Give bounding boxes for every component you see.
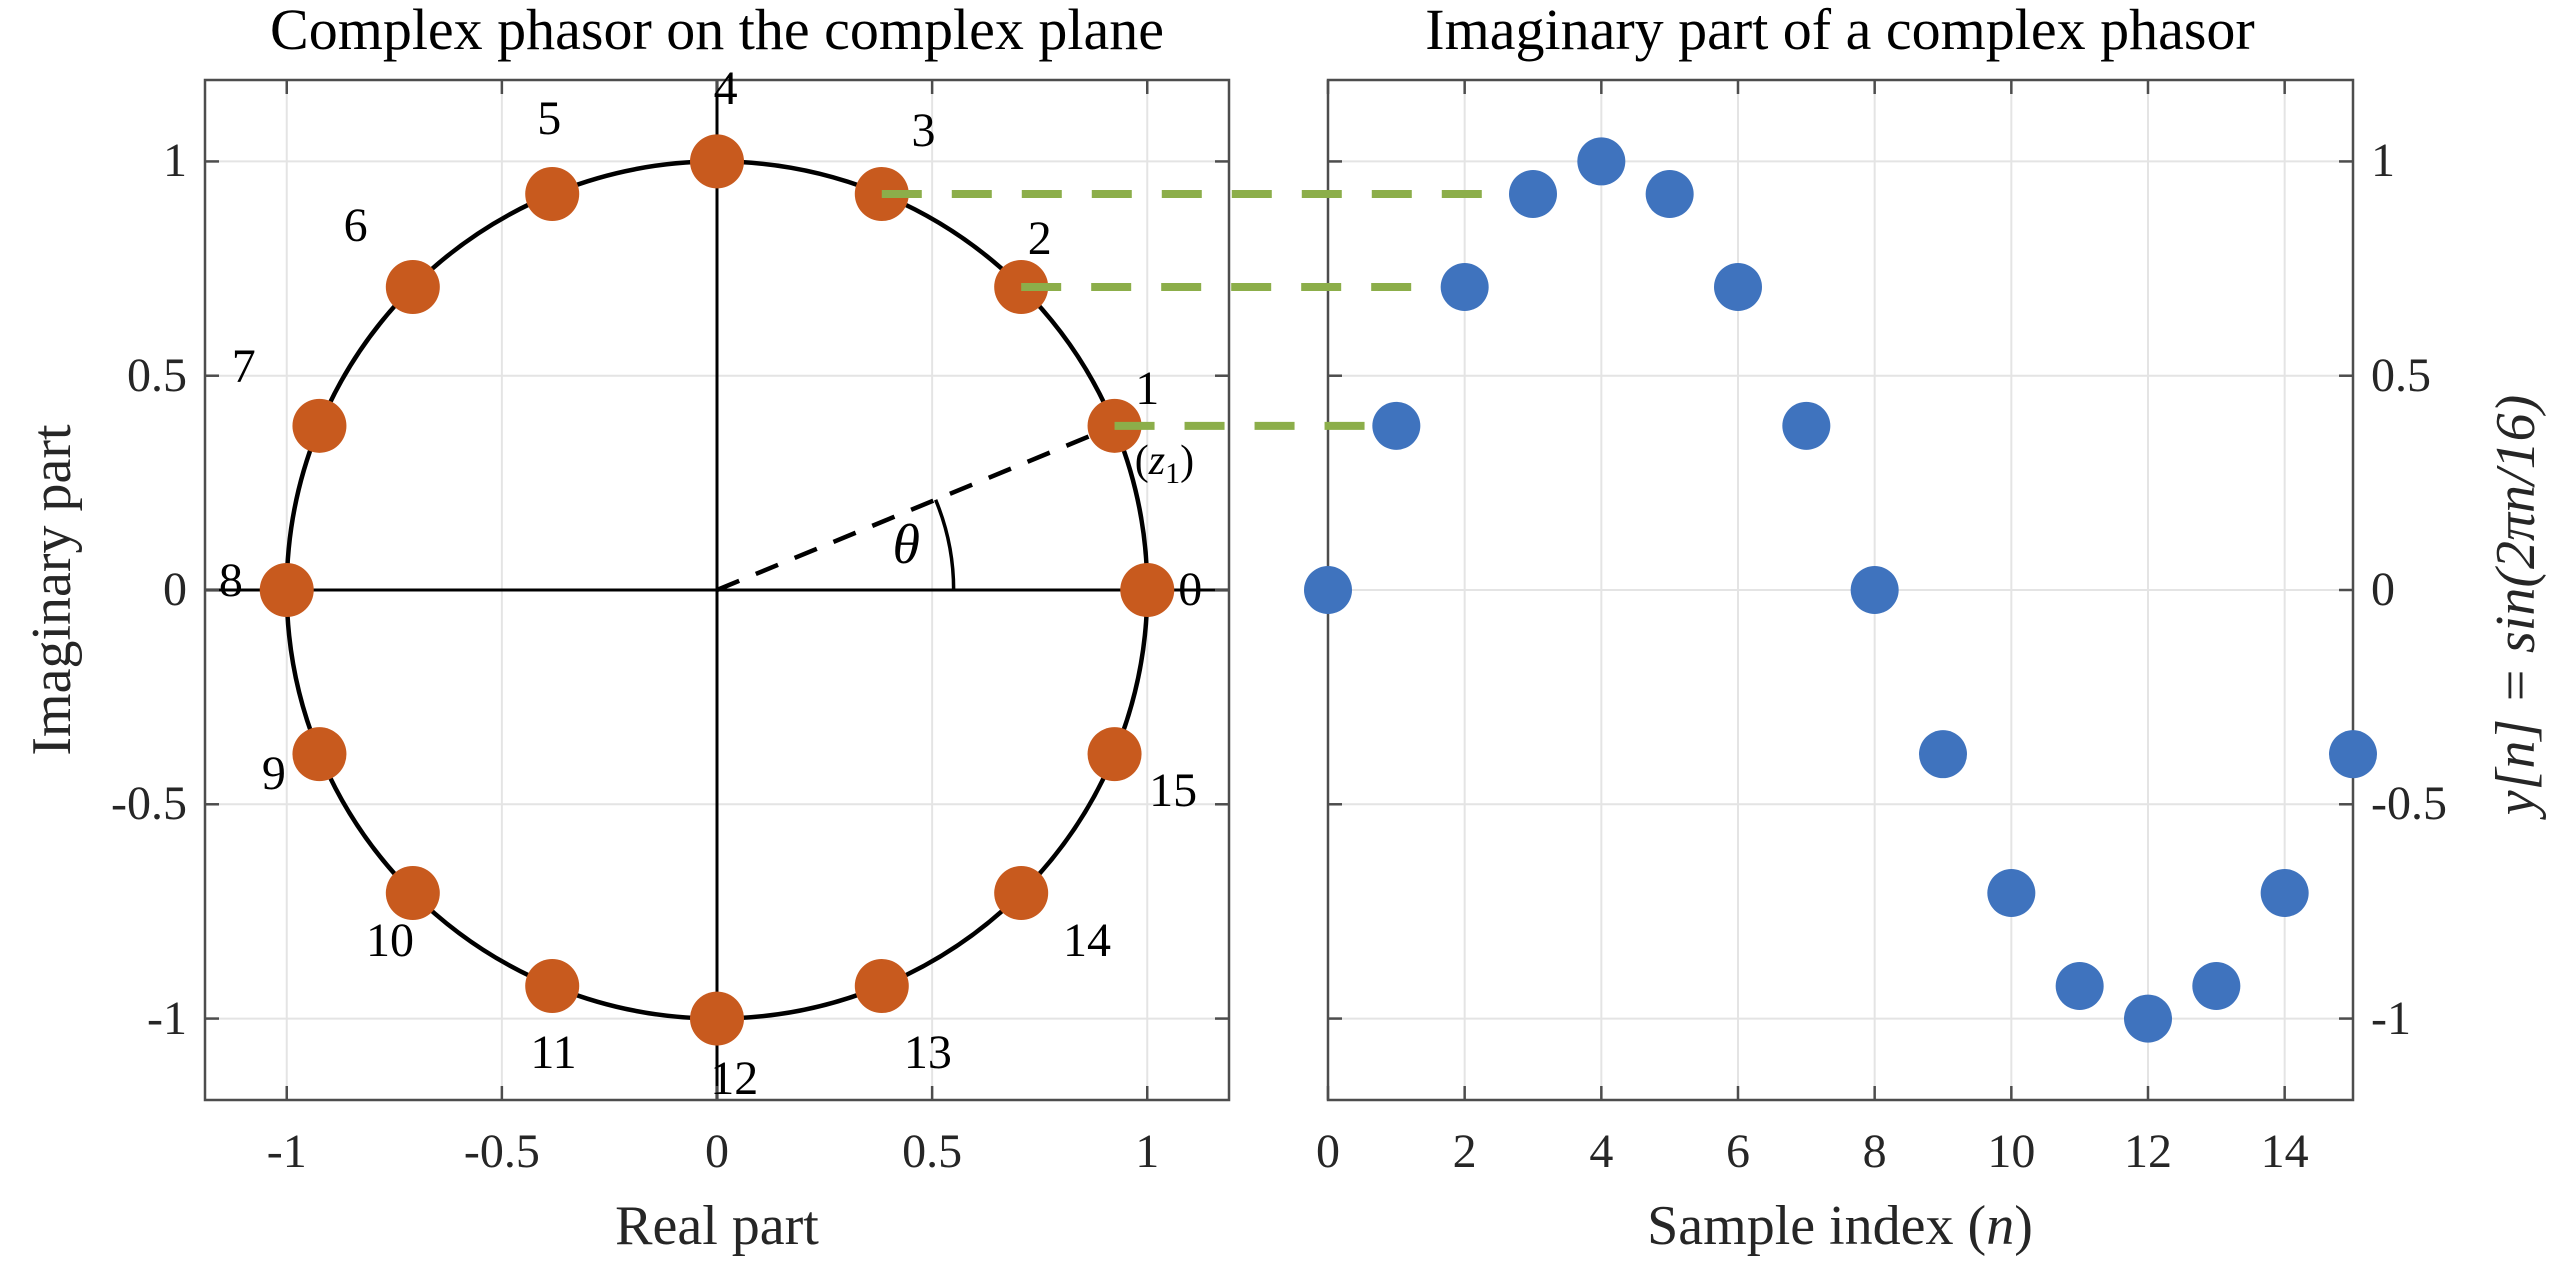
sample-point-5 — [1645, 170, 1694, 218]
left-x-tick-label-0: 0 — [705, 1125, 729, 1178]
left-y-tick-label-1: 1 — [163, 134, 187, 188]
phasor-point-8 — [259, 563, 314, 617]
phasor-point-label-8: 8 — [218, 554, 243, 608]
right-plot-title: Imaginary part of a complex phasor — [1425, 0, 2255, 62]
sample-point-11 — [2055, 962, 2104, 1010]
z1-subscript: 1 — [1165, 457, 1181, 491]
phasor-point-label-5: 5 — [537, 91, 562, 145]
phasor-point-label-11: 11 — [530, 1025, 577, 1079]
phasor-point-11 — [525, 959, 580, 1013]
phasor-point-10 — [385, 866, 440, 920]
left-x-tick-label-1: 1 — [1135, 1125, 1160, 1178]
phasor-point-label-15: 15 — [1149, 764, 1198, 818]
phasor-point-label-6: 6 — [343, 198, 368, 252]
phasor-point-label-7: 7 — [231, 340, 256, 394]
sample-point-14 — [2260, 869, 2309, 917]
z1-variable: z — [1148, 438, 1166, 485]
right-x-tick-label-4: 4 — [1589, 1125, 1614, 1178]
phasor-point-label-4: 4 — [713, 61, 738, 115]
right-xaxis-label-prefix: Sample index ( — [1647, 1195, 1987, 1257]
radius-dashed-line — [716, 423, 1116, 593]
right-x-tick-label-12: 12 — [2124, 1125, 2172, 1178]
left-x-tick-label--1: -1 — [266, 1125, 307, 1178]
right-yaxis-label: y[n] = sin(2πn/16) — [2485, 394, 2547, 816]
sample-point-13 — [2192, 962, 2241, 1010]
sample-point-2 — [1440, 263, 1489, 311]
left-y-tick-label-0.5: 0.5 — [127, 348, 187, 402]
phasor-point-5 — [525, 167, 580, 221]
right-y-tick-label--0.5: -0.5 — [2371, 777, 2447, 831]
phasor-point-14 — [994, 866, 1049, 920]
right-y-tick-label-0.5: 0.5 — [2371, 348, 2431, 402]
phasor-point-7 — [292, 398, 347, 453]
phasor-point-12 — [690, 991, 744, 1046]
phasor-point-4 — [690, 134, 744, 189]
right-x-tick-label-6: 6 — [1726, 1125, 1750, 1178]
sample-point-12 — [2124, 994, 2172, 1043]
sample-point-8 — [1850, 566, 1899, 614]
left-xaxis-label: Real part — [615, 1195, 819, 1257]
sample-point-1 — [1372, 401, 1421, 450]
angle-arc — [934, 499, 956, 591]
left-y-tick-label-0: 0 — [163, 563, 187, 616]
phasor-point-label-10: 10 — [366, 914, 414, 968]
right-xaxis-label-suffix: ) — [2014, 1195, 2033, 1257]
phasor-point-15 — [1087, 727, 1142, 782]
left-x-tick-label--0.5: -0.5 — [463, 1125, 540, 1178]
sample-point-3 — [1509, 170, 1557, 218]
sample-point-4 — [1577, 137, 1626, 186]
phasor-point-13 — [854, 959, 909, 1013]
sample-point-10 — [1987, 869, 2036, 917]
sample-point-7 — [1782, 401, 1831, 450]
right-y-tick-label--1: -1 — [2371, 991, 2411, 1045]
sample-point-15 — [2329, 730, 2377, 779]
right-y-tick-label-0: 0 — [2371, 563, 2395, 616]
sample-point-0 — [1304, 566, 1352, 614]
left-y-tick-label--1: -1 — [147, 991, 187, 1045]
left-yaxis-label: Imaginary part — [21, 424, 83, 756]
phasor-point-label-1: 1 — [1135, 361, 1160, 415]
phasor-point-label-3: 3 — [911, 104, 936, 158]
right-x-tick-label-10: 10 — [1987, 1125, 2036, 1178]
z1-point-label: (z1) — [1134, 438, 1195, 489]
right-x-tick-label-14: 14 — [2260, 1125, 2309, 1178]
phasor-point-label-14: 14 — [1063, 914, 1112, 968]
right-xaxis-label-var: n — [1986, 1195, 2015, 1257]
right-xaxis-label: Sample index (n) — [1647, 1198, 2033, 1254]
sample-point-6 — [1714, 263, 1762, 311]
right-x-tick-label-8: 8 — [1862, 1125, 1887, 1178]
phasor-point-label-13: 13 — [903, 1025, 952, 1079]
phasor-point-label-12: 12 — [710, 1051, 759, 1105]
phasor-point-label-2: 2 — [1027, 211, 1052, 265]
right-x-tick-label-0: 0 — [1316, 1125, 1340, 1178]
phasor-point-9 — [292, 727, 347, 782]
theta-angle-label: θ — [892, 514, 921, 576]
phasor-point-label-0: 0 — [1178, 563, 1203, 616]
phasor-point-6 — [385, 260, 440, 314]
z1-open-paren: ( — [1134, 438, 1149, 485]
right-y-tick-label-1: 1 — [2371, 134, 2395, 188]
phasor-point-label-9: 9 — [261, 747, 286, 801]
left-plot-title: Complex phasor on the complex plane — [270, 0, 1164, 62]
left-y-tick-label--0.5: -0.5 — [111, 777, 187, 831]
left-x-tick-label-0.5: 0.5 — [902, 1125, 963, 1178]
sample-point-9 — [1919, 730, 1967, 779]
phasor-point-0 — [1120, 563, 1175, 617]
right-x-tick-label-2: 2 — [1452, 1125, 1477, 1178]
z1-close-paren: ) — [1180, 438, 1195, 485]
